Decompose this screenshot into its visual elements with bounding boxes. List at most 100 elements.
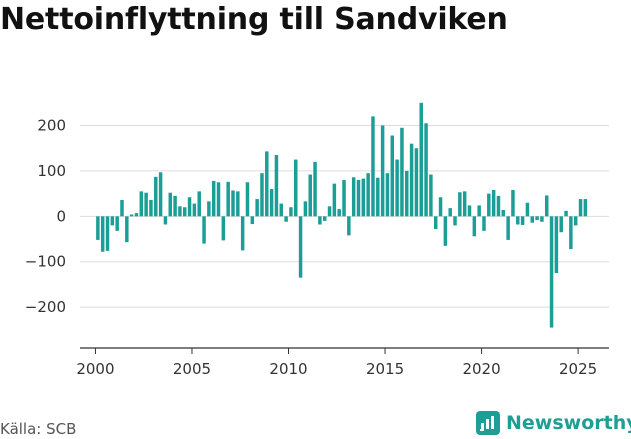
bar [472,216,477,237]
bar [120,199,124,217]
x-tick-label: 2015 [366,360,404,378]
bar [284,216,288,222]
bar [429,174,433,217]
bar [178,206,182,217]
bar [395,159,399,217]
bar [530,216,534,223]
bar [279,203,284,217]
bar [376,177,380,217]
bar [506,216,510,240]
bar [313,161,317,217]
bar [105,216,110,251]
bar [559,216,563,233]
bar [482,216,486,231]
bar [202,216,206,244]
bar [448,208,452,217]
y-tick-label: −100 [25,253,66,271]
bar [390,135,395,217]
bar [100,216,105,252]
bar [443,216,448,246]
x-tick-label: 2020 [462,360,500,378]
x-axis-ticks: 2000 2005 2010 2015 2020 2025 [76,348,597,378]
bar [525,202,530,217]
bar [351,177,356,217]
bar [583,199,588,217]
bar [564,210,568,217]
bar [366,173,370,217]
bar [265,151,269,217]
bar [274,155,279,217]
bar [216,182,221,217]
bar [327,206,332,217]
bar [520,216,525,225]
bar [322,216,327,221]
bar [496,195,501,217]
bar [110,216,115,226]
bar [347,216,351,236]
bar [294,159,298,217]
bar [414,148,419,217]
bar [260,173,264,217]
bar [433,216,438,230]
bar [221,216,226,241]
bar [183,207,187,217]
bar [491,189,496,217]
bar [487,193,491,217]
bar [303,201,308,217]
y-tick-label: 0 [56,207,66,225]
y-axis-ticks: −200 −100 0 100 200 [25,117,66,317]
bar [211,180,216,217]
bar [207,201,211,217]
bar [144,192,148,217]
bar [318,216,322,225]
bar [139,191,144,217]
bar [511,189,515,217]
bar [255,199,259,217]
bar [385,173,390,217]
source-note: Källa: SCB [0,420,77,438]
chart-title: Nettoinflyttning till Sandviken [0,2,508,37]
bar [298,216,303,278]
bar [163,216,168,225]
x-tick-label: 2000 [76,360,114,378]
bar [342,180,346,217]
y-tick-label: 100 [37,162,66,180]
bar [332,183,337,217]
bar [187,197,192,217]
bar [405,170,409,217]
bar [578,199,583,217]
bar [477,205,481,217]
chart: −200 −100 0 100 200 2000 2005 2010 2015 2020 2025 [25,102,609,378]
bar [250,216,255,225]
bar [308,174,312,217]
brand-logo[interactable]: Newsworthy [476,410,631,436]
bar [289,207,293,217]
bar [115,216,119,231]
bar [573,216,578,226]
newsworthy-logo-icon [476,411,500,435]
bar [424,123,428,217]
bar [96,216,100,240]
bar [467,205,472,217]
brand-name: Newsworthy [506,412,631,434]
x-tick-label: 2025 [559,360,597,378]
bar [269,189,274,217]
bar [129,214,134,217]
y-tick-label: −200 [25,298,66,316]
bar [197,191,201,217]
bar [409,143,414,217]
bar [337,209,341,217]
bar [438,197,443,217]
bar [168,192,172,217]
bar [549,216,554,328]
bar [192,203,197,217]
bar [158,172,163,217]
x-tick-label: 2005 [173,360,211,378]
bar [535,216,539,220]
bar [125,216,129,243]
bar [236,191,240,217]
bar [544,195,549,217]
bar [501,209,506,217]
bar [400,127,404,217]
bar [371,116,375,217]
